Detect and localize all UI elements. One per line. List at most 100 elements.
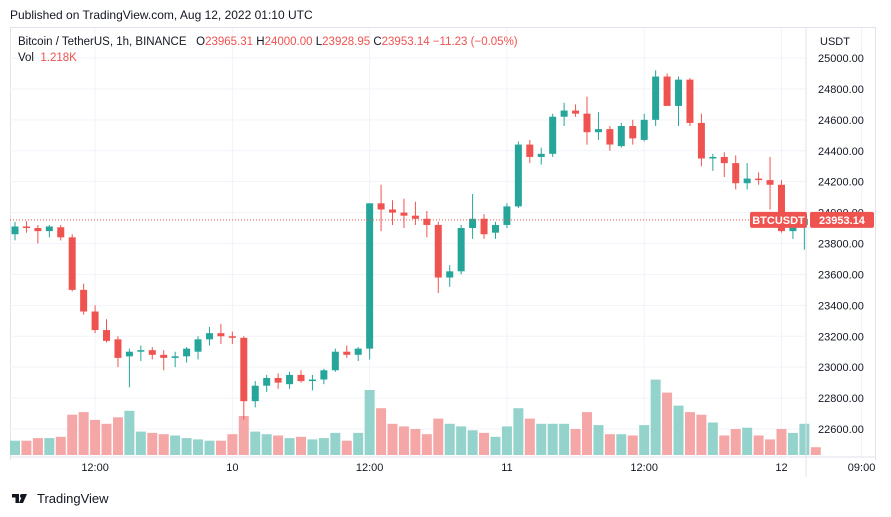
candle[interactable]	[308, 374, 316, 391]
candle[interactable]	[457, 224, 465, 275]
candle[interactable]	[640, 113, 648, 142]
published-label: Published on TradingView.com, Aug 12, 20…	[10, 8, 313, 22]
candle[interactable]	[263, 374, 271, 392]
candle-body	[697, 122, 705, 159]
candle[interactable]	[411, 201, 419, 225]
currency-label[interactable]: USDT	[820, 36, 850, 48]
time-tick-label: 12	[775, 462, 787, 474]
candle[interactable]	[617, 122, 625, 148]
volume-bar	[513, 408, 524, 455]
candle[interactable]	[114, 336, 122, 368]
candle-body	[583, 113, 591, 133]
candle[interactable]	[366, 203, 374, 360]
candle[interactable]	[434, 221, 442, 293]
last-price-badge	[810, 211, 874, 228]
candle-body	[411, 215, 419, 219]
candle-body	[686, 79, 694, 123]
candle[interactable]	[469, 194, 477, 239]
time-axis: 12:00 10 12:00 11 12:00 12 09:00	[10, 28, 876, 477]
candle[interactable]	[377, 184, 385, 232]
candle[interactable]	[331, 348, 339, 372]
candle[interactable]	[480, 214, 488, 239]
candle[interactable]	[148, 347, 156, 360]
candle[interactable]	[766, 156, 774, 210]
candle[interactable]	[297, 370, 305, 383]
candle-body	[446, 271, 454, 278]
candle[interactable]	[103, 319, 111, 343]
candle[interactable]	[171, 351, 179, 368]
price-tick-label: 22800.00	[818, 393, 864, 405]
candle[interactable]	[240, 336, 248, 420]
candle[interactable]	[743, 163, 751, 190]
candle[interactable]	[537, 147, 545, 165]
candle[interactable]	[697, 113, 705, 167]
candle[interactable]	[503, 203, 511, 229]
candle[interactable]	[45, 224, 53, 238]
volume-bar	[765, 439, 776, 455]
candle[interactable]	[160, 350, 168, 371]
candle[interactable]	[526, 139, 534, 164]
candle[interactable]	[732, 155, 740, 190]
candle[interactable]	[583, 96, 591, 145]
candle[interactable]	[251, 381, 259, 408]
candle[interactable]	[446, 265, 454, 287]
volume-bar	[593, 425, 604, 455]
candle[interactable]	[228, 331, 236, 344]
candle[interactable]	[675, 76, 683, 127]
candle-body	[389, 209, 397, 213]
candle[interactable]	[514, 141, 522, 208]
tradingview-footer[interactable]: TradingView	[10, 491, 109, 506]
price-axis: 22600.00 22800.00 23000.00 23200.00 23400.00…	[818, 53, 864, 436]
candle[interactable]	[755, 172, 763, 185]
candle[interactable]	[663, 73, 671, 106]
candle[interactable]	[606, 126, 614, 151]
volume-label[interactable]: Vol	[18, 52, 34, 64]
candle[interactable]	[354, 347, 362, 361]
candle[interactable]	[423, 211, 431, 238]
candle[interactable]	[572, 104, 580, 117]
candle[interactable]	[125, 348, 133, 388]
candle[interactable]	[274, 373, 282, 389]
candle-body	[263, 377, 271, 386]
candle-body	[183, 348, 191, 357]
candle[interactable]	[491, 221, 499, 239]
candle[interactable]	[11, 221, 19, 241]
candle[interactable]	[80, 283, 88, 315]
candle[interactable]	[68, 234, 76, 292]
candle[interactable]	[686, 78, 694, 127]
candle[interactable]	[22, 221, 30, 233]
candle[interactable]	[652, 70, 660, 127]
candle[interactable]	[137, 345, 145, 361]
volume-bar	[307, 439, 318, 455]
candle[interactable]	[57, 224, 65, 241]
candle[interactable]	[217, 323, 225, 344]
volume-bar	[433, 418, 444, 455]
candle[interactable]	[194, 336, 202, 360]
high-label: H	[256, 36, 265, 48]
candle-body	[663, 76, 671, 106]
candle[interactable]	[183, 347, 191, 363]
candle[interactable]	[320, 368, 328, 385]
candle-body	[457, 228, 465, 272]
candle[interactable]	[205, 326, 213, 346]
candle-body	[297, 374, 305, 382]
volume-bar	[707, 422, 718, 455]
symbol-title[interactable]: Bitcoin / TetherUS, 1h, BINANCE	[18, 36, 187, 48]
candle[interactable]	[400, 198, 408, 229]
volume-bar	[524, 418, 535, 455]
candle[interactable]	[549, 113, 557, 157]
candle-body	[217, 333, 225, 337]
candle-body	[91, 311, 99, 331]
volume-bar	[284, 438, 295, 455]
candle[interactable]	[720, 152, 728, 178]
candle[interactable]	[389, 200, 397, 225]
candle[interactable]	[594, 112, 602, 140]
candle[interactable]	[91, 305, 99, 334]
candle[interactable]	[343, 345, 351, 358]
candle[interactable]	[286, 371, 294, 389]
candle[interactable]	[560, 102, 568, 127]
candle[interactable]	[629, 119, 637, 145]
candle[interactable]	[34, 224, 42, 244]
candle[interactable]	[709, 153, 717, 171]
